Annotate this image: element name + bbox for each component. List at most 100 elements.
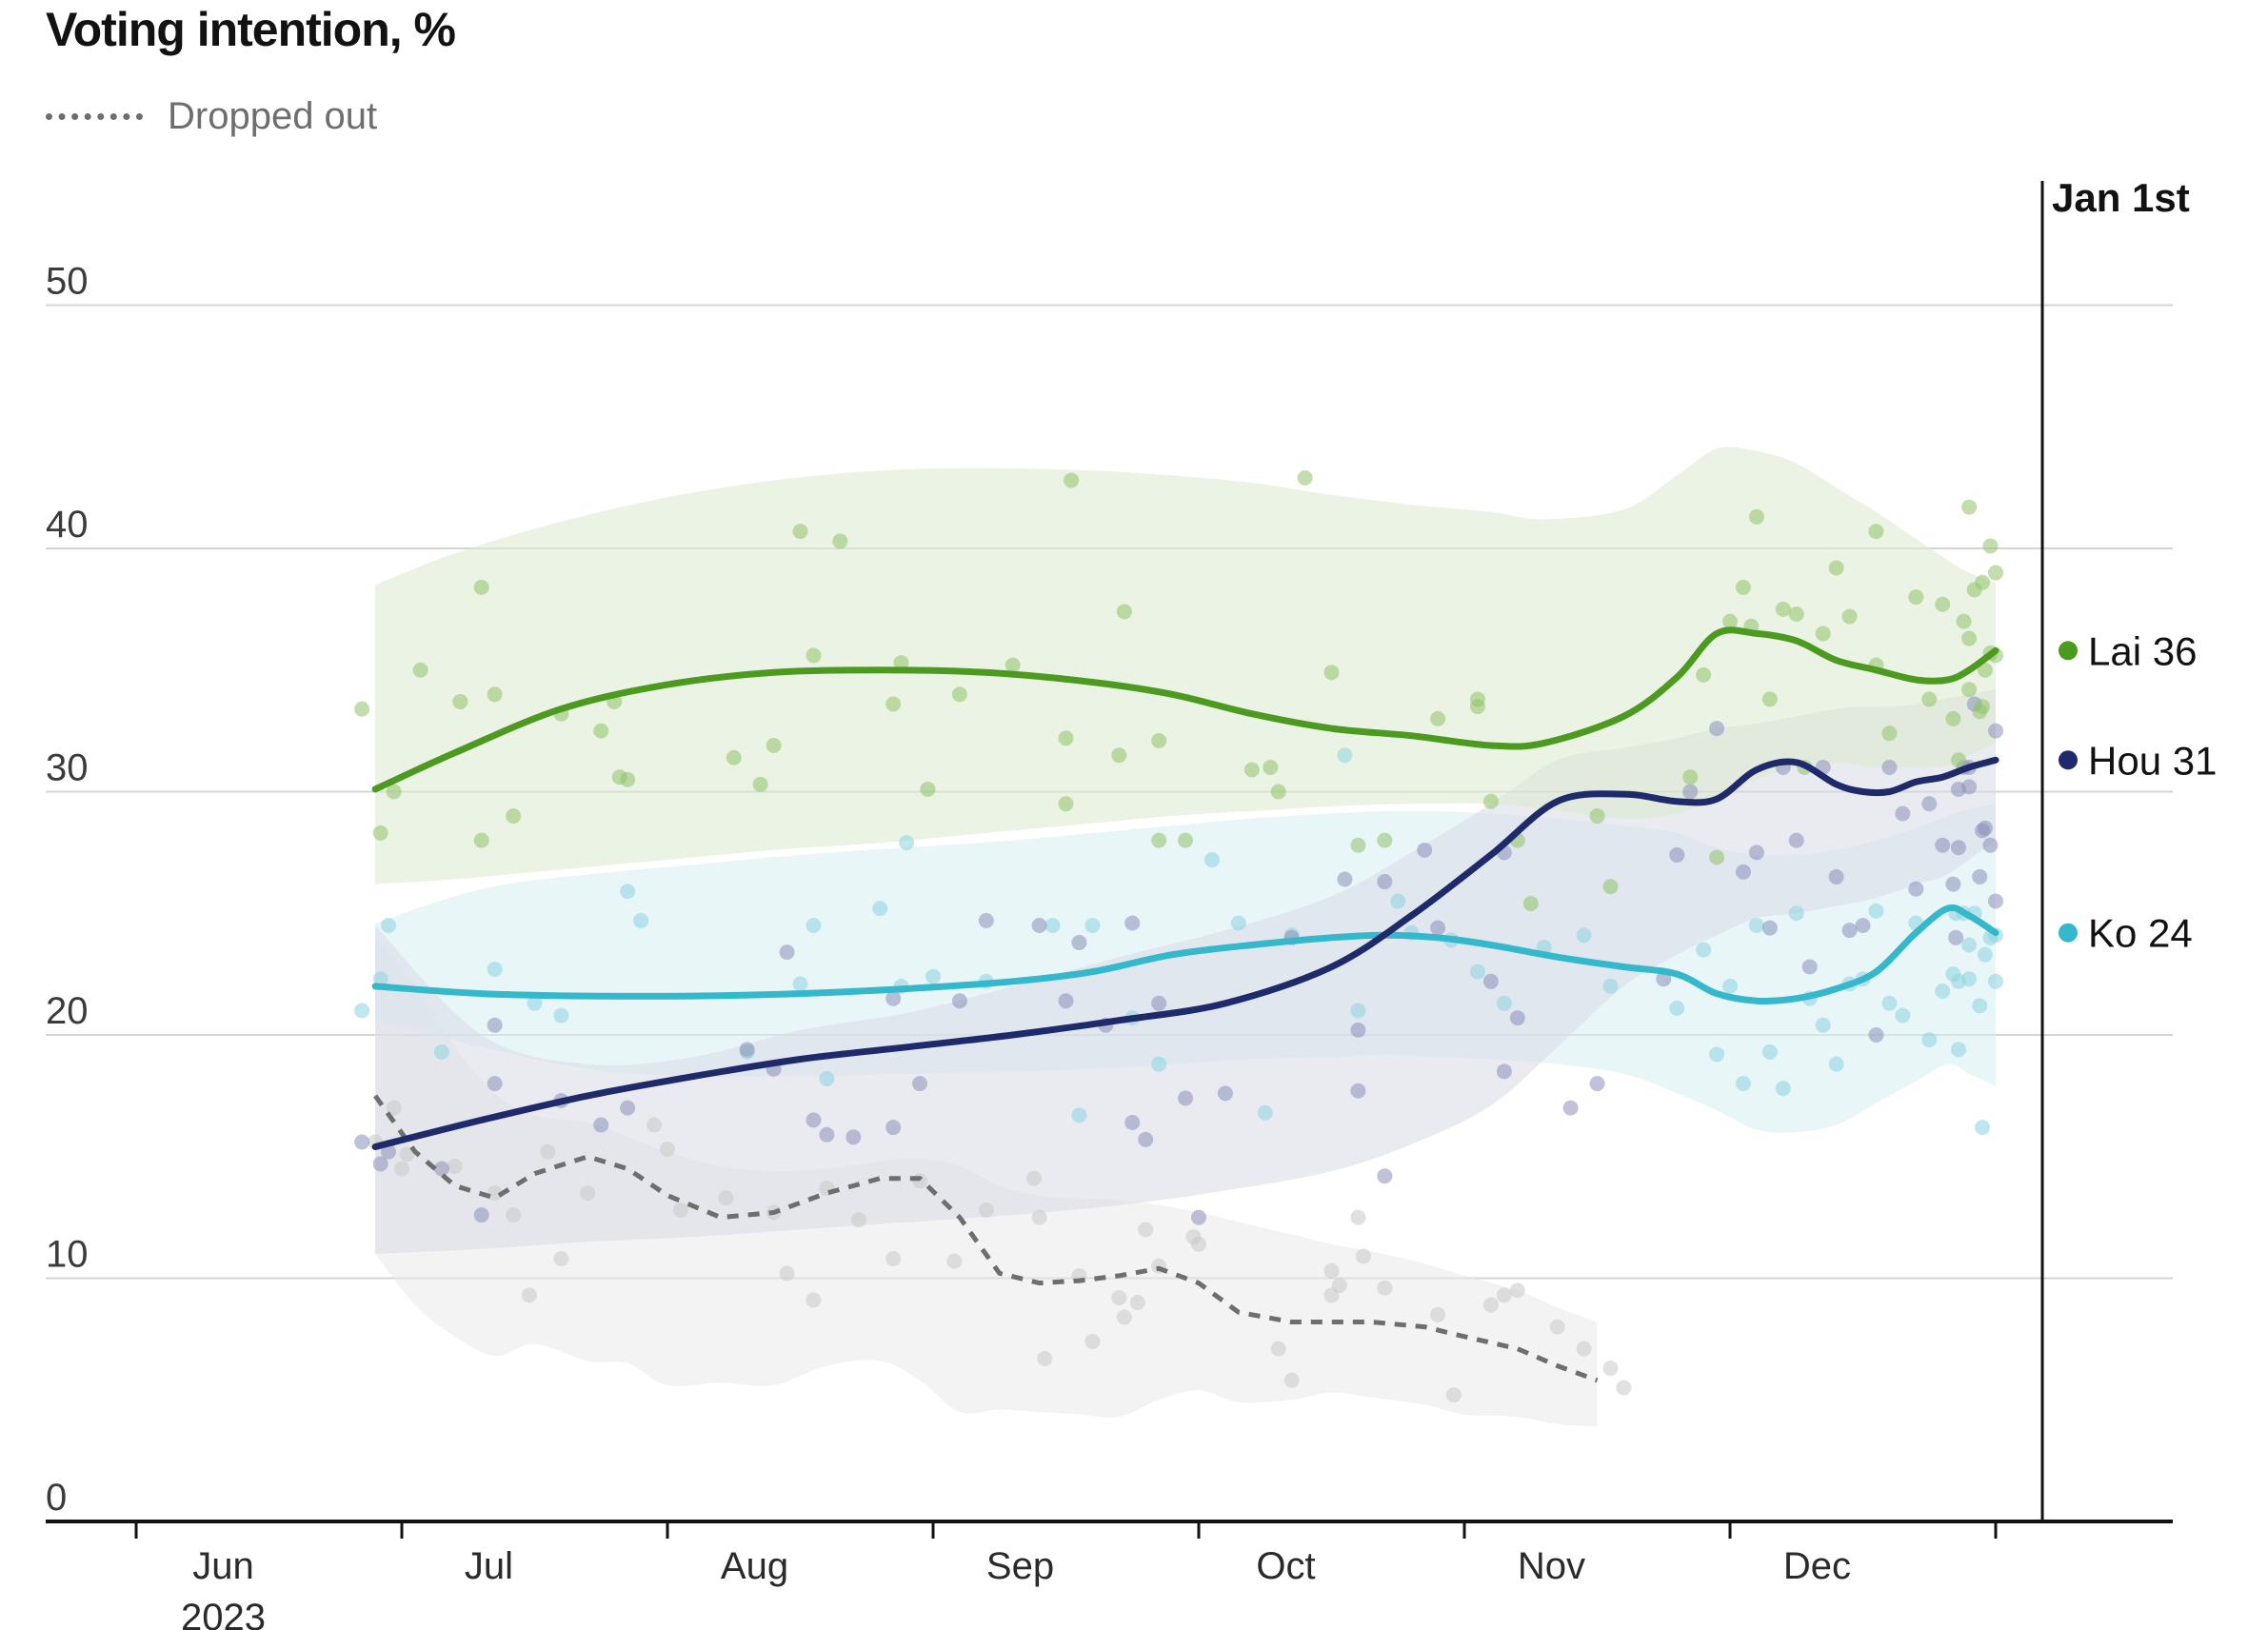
poll-point-ko	[1761, 1044, 1778, 1060]
y-tick-label-10: 10	[46, 1234, 89, 1276]
poll-point-dropped-out	[1191, 1236, 1206, 1252]
poll-point-lai	[726, 749, 742, 765]
poll-point-hou	[1482, 973, 1499, 989]
poll-point-dropped-out	[978, 1202, 994, 1218]
poll-point-lai	[1961, 499, 1978, 515]
poll-point-hou	[1217, 1085, 1233, 1102]
trend-line-dropped-out	[373, 1094, 1599, 1383]
poll-point-hou	[1709, 721, 1725, 737]
poll-point-dropped-out	[1549, 1319, 1565, 1335]
poll-point-hou	[1124, 915, 1141, 931]
poll-point-hou	[1828, 868, 1844, 885]
poll-point-dropped-out	[1026, 1170, 1043, 1186]
poll-point-ko	[1788, 905, 1804, 922]
poll-point-dropped-out	[394, 1161, 409, 1177]
y-tick-label-50: 50	[46, 261, 89, 303]
end-label-hou: Hou 31	[2088, 738, 2217, 783]
poll-point-hou	[1377, 1168, 1393, 1184]
poll-point-hou	[487, 1017, 503, 1033]
trend-line-hou	[371, 756, 1999, 1150]
poll-point-lai	[593, 723, 609, 739]
poll-point-hou	[846, 1129, 862, 1145]
end-dot-hou	[2059, 750, 2078, 770]
poll-point-hou	[779, 944, 795, 961]
poll-point-hou	[1788, 832, 1804, 848]
poll-point-dropped-out	[885, 1251, 902, 1267]
poll-point-hou	[1988, 893, 2003, 909]
poll-point-hou	[1191, 1209, 1206, 1225]
poll-point-lai	[412, 662, 428, 678]
poll-point-hou	[819, 1126, 835, 1143]
poll-point-lai	[1005, 657, 1021, 673]
poll-point-lai	[1682, 769, 1699, 785]
poll-point-lai	[1956, 613, 1972, 629]
poll-point-hou	[1350, 1022, 1366, 1038]
poll-point-lai	[473, 832, 489, 848]
poll-point-ko	[806, 918, 822, 934]
poll-point-ko	[1988, 973, 2003, 989]
poll-point-ko	[1868, 903, 1884, 919]
poll-point-lai	[1178, 832, 1194, 848]
poll-point-dropped-out	[912, 1173, 928, 1189]
poll-point-ko	[1496, 995, 1512, 1011]
poll-point-hou	[620, 1100, 636, 1116]
poll-point-hou	[1138, 1131, 1154, 1147]
poll-point-ko	[1602, 978, 1619, 994]
poll-point-ko	[487, 962, 503, 978]
poll-point-ko	[1775, 1081, 1791, 1097]
poll-point-ko	[1950, 1042, 1966, 1058]
x-tick-label-jul: Jul	[465, 1545, 513, 1587]
poll-point-ko	[1204, 852, 1220, 868]
poll-point-hou	[951, 993, 967, 1009]
poll-point-hou	[1377, 874, 1393, 890]
poll-point-lai	[1709, 849, 1725, 865]
poll-point-ko	[1337, 747, 1353, 764]
poll-point-lai	[1350, 837, 1366, 853]
poll-point-lai	[752, 776, 768, 792]
end-label-lai: Lai 36	[2088, 628, 2197, 673]
poll-point-lai	[1735, 579, 1751, 595]
poll-point-lai	[1988, 565, 2003, 581]
poll-point-dropped-out	[1037, 1350, 1053, 1366]
poll-point-lai	[1243, 762, 1260, 778]
poll-point-dropped-out	[806, 1292, 822, 1308]
poll-point-hou	[1178, 1090, 1194, 1106]
legend: Dropped out	[46, 95, 377, 138]
poll-point-ko	[527, 995, 543, 1011]
poll-point-lai	[1982, 538, 1999, 554]
legend-dashed-line-swatch	[46, 113, 143, 120]
poll-point-dropped-out	[487, 1185, 503, 1202]
poll-point-lai	[1722, 613, 1738, 629]
end-dot-ko	[2059, 923, 2078, 943]
poll-point-lai	[951, 686, 967, 703]
poll-point-hou	[1058, 993, 1074, 1009]
poll-point-lai	[1270, 784, 1286, 800]
poll-point-ko	[1350, 1003, 1366, 1019]
poll-point-hou	[1935, 837, 1951, 853]
poll-point-ko	[1669, 1000, 1685, 1016]
poll-point-lai	[806, 647, 822, 664]
poll-point-hou	[1071, 934, 1087, 950]
poll-point-ko	[1696, 942, 1712, 958]
poll-point-dropped-out	[580, 1185, 596, 1202]
poll-point-hou	[1945, 876, 1961, 892]
poll-point-dropped-out	[1129, 1295, 1145, 1311]
poll-point-lai	[920, 781, 936, 797]
x-tick-label-oct: Oct	[1256, 1545, 1315, 1587]
poll-point-lai	[1748, 508, 1764, 525]
poll-point-dropped-out	[1355, 1248, 1371, 1264]
poll-point-lai	[1950, 752, 1966, 768]
poll-point-hou	[1509, 1010, 1525, 1026]
poll-point-ko	[633, 912, 649, 928]
poll-point-lai	[1921, 691, 1938, 707]
poll-point-dropped-out	[1602, 1361, 1619, 1377]
poll-point-dropped-out	[1509, 1282, 1525, 1299]
poll-point-dropped-out	[386, 1100, 402, 1116]
poll-point-ko	[1828, 1056, 1844, 1072]
poll-point-lai	[885, 696, 902, 712]
poll-point-dropped-out	[1116, 1309, 1132, 1325]
poll-point-hou	[1950, 840, 1966, 856]
poll-point-hou	[354, 1134, 370, 1150]
poll-point-lai	[1841, 608, 1858, 625]
poll-point-ko	[925, 968, 941, 984]
